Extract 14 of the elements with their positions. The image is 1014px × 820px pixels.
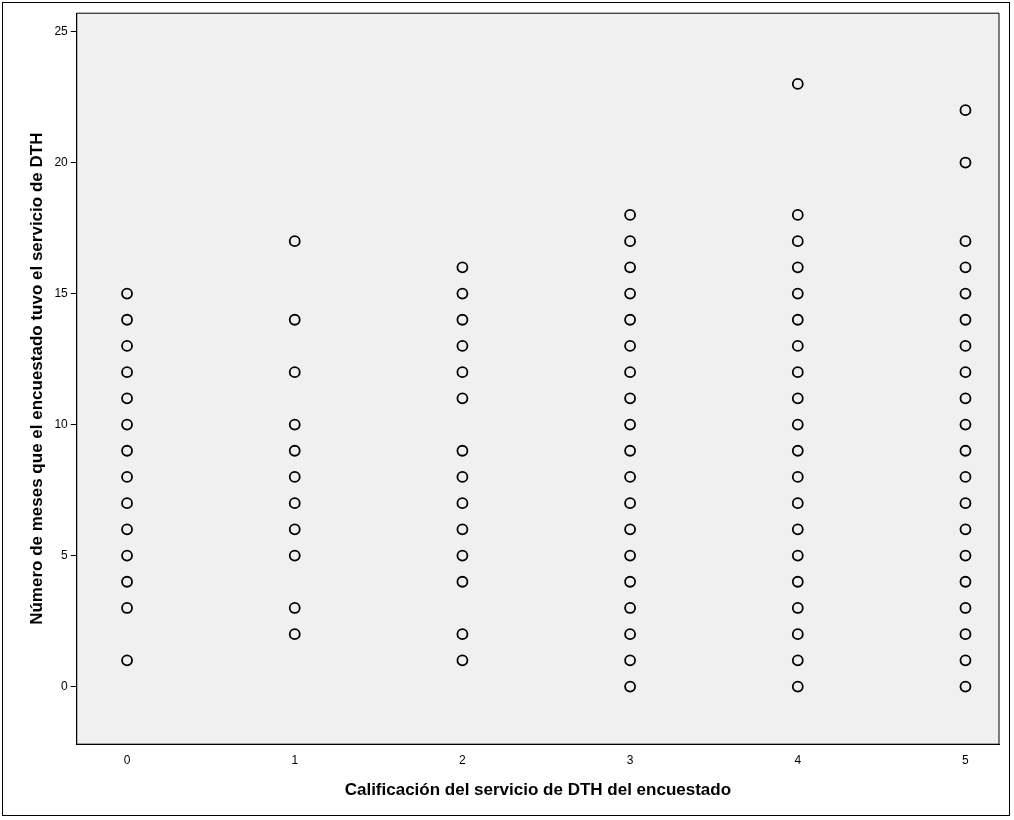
y-tick-label: 10 (54, 416, 69, 431)
x-tick-label: 0 (123, 752, 131, 767)
y-tick-label: 0 (61, 678, 69, 693)
x-tick-label: 4 (794, 752, 802, 767)
x-tick-label: 3 (626, 752, 634, 767)
y-tick-label: 15 (54, 285, 69, 300)
x-tick-label: 5 (962, 752, 970, 767)
y-tick-label: 5 (61, 547, 69, 562)
x-axis-title: Calificación del servicio de DTH del encuestado (344, 780, 732, 800)
y-axis-title: Número de meses que el encuestado tuvo el servicio de DTH (26, 132, 46, 625)
y-tick-label: 25 (54, 23, 69, 38)
y-tick-label: 20 (54, 154, 69, 169)
x-tick-label: 2 (459, 752, 467, 767)
x-tick-label: 1 (291, 752, 299, 767)
